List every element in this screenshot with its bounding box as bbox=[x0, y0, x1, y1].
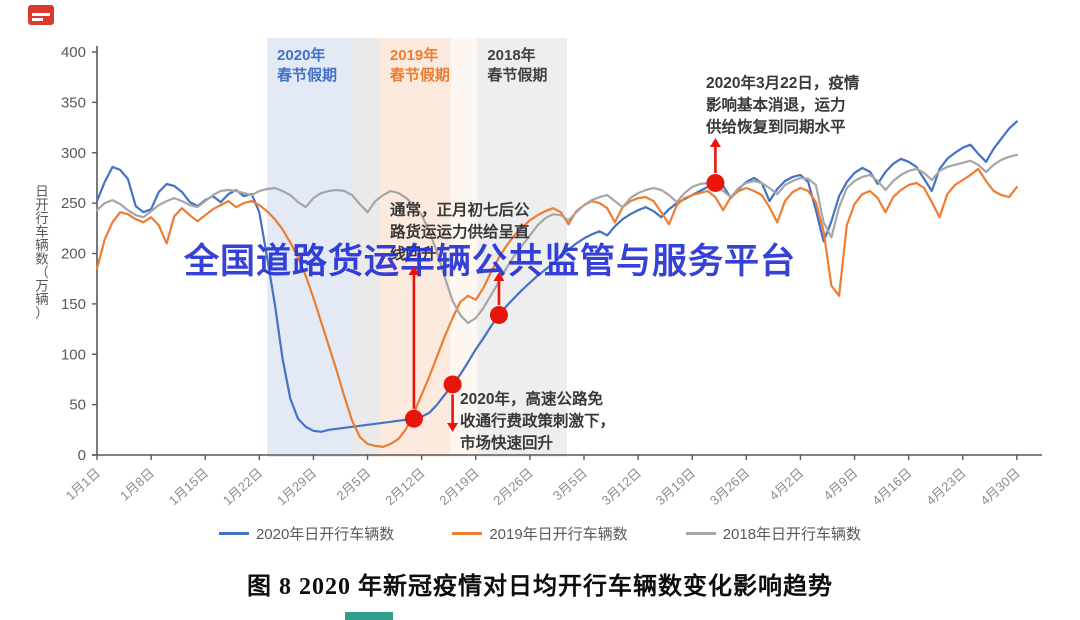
y-tick-label: 250 bbox=[61, 195, 86, 212]
annotation-text: 2020年3月22日，疫情影响基本消退，运力供给恢复到同期水平 bbox=[705, 73, 860, 136]
annotation-text: 2020年，高速公路免收通行费政策刺激下，市场快速回升 bbox=[460, 389, 615, 452]
holiday-band bbox=[267, 38, 353, 457]
band-label: 2019年春节假期 bbox=[390, 46, 450, 84]
band-label: 2020年春节假期 bbox=[277, 46, 337, 84]
chart-legend: 2020年日开行车辆数 2019年日开行车辆数 2018年日开行车辆数 bbox=[0, 523, 1080, 544]
y-tick-label: 100 bbox=[61, 346, 86, 363]
event-marker-dot bbox=[706, 173, 725, 192]
legend-label-2019: 2019年日开行车辆数 bbox=[489, 526, 628, 543]
event-marker-dot bbox=[404, 409, 423, 428]
x-tick-label: 2月19日 bbox=[436, 465, 481, 508]
x-tick-label: 2月5日 bbox=[333, 465, 373, 503]
legend-swatch-2020 bbox=[218, 532, 249, 535]
x-tick-label: 1月8日 bbox=[117, 465, 157, 503]
x-tick-label: 2月12日 bbox=[382, 465, 427, 508]
line-chart: 2020年春节假期 2019年春节假期 2018年春节假期 0 50 100 150 200 2… bbox=[35, 38, 1042, 508]
y-tick-label: 350 bbox=[61, 94, 86, 111]
holiday-band bbox=[477, 38, 567, 457]
x-tick-label: 3月5日 bbox=[550, 465, 590, 503]
event-marker-dot bbox=[489, 305, 508, 324]
y-axis-title: 日开行车辆数（万辆） bbox=[35, 184, 49, 321]
x-tick-label: 1月29日 bbox=[274, 465, 319, 508]
x-tick-label: 3月12日 bbox=[599, 465, 644, 508]
x-tick-label: 4月2日 bbox=[766, 465, 806, 503]
red-logo-fragment-icon bbox=[28, 5, 56, 27]
legend-label-2020: 2020年日开行车辆数 bbox=[255, 526, 395, 543]
legend-swatch-2018 bbox=[685, 532, 716, 535]
annotation-text: 通常，正月初七后公路货运运力供给呈直线回升 bbox=[390, 200, 530, 263]
series-line bbox=[95, 167, 1019, 448]
holiday-band bbox=[352, 38, 380, 457]
y-tick-label: 300 bbox=[61, 145, 86, 162]
x-tick-label: 4月16日 bbox=[869, 465, 914, 508]
x-tick-label: 4月30日 bbox=[977, 465, 1022, 508]
legend-label-2018: 2018年日开行车辆数 bbox=[722, 526, 862, 543]
x-tick-label: 2月26日 bbox=[490, 465, 535, 508]
y-tick-label: 50 bbox=[69, 397, 86, 414]
legend-item-2019: 2019年日开行车辆数 bbox=[452, 523, 628, 544]
y-tick-label: 150 bbox=[61, 296, 86, 313]
legend-item-2020: 2020年日开行车辆数 bbox=[218, 523, 395, 544]
x-tick-label: 1月15日 bbox=[166, 465, 211, 508]
x-tick-label: 1月22日 bbox=[220, 465, 265, 508]
x-tick-label: 3月19日 bbox=[653, 465, 698, 508]
x-tick-label: 1月1日 bbox=[63, 465, 103, 503]
legend-item-2018: 2018年日开行车辆数 bbox=[685, 523, 862, 544]
x-tick-label: 4月23日 bbox=[923, 465, 968, 508]
legend-swatch-2019 bbox=[452, 532, 483, 535]
watermark-text: 全国道路货运车辆公共监管与服务平台 bbox=[183, 241, 796, 281]
y-tick-label: 400 bbox=[61, 44, 86, 61]
y-tick-label: 200 bbox=[61, 246, 86, 263]
bottom-accent-bar bbox=[345, 612, 393, 620]
y-tick-label: 0 bbox=[78, 447, 86, 464]
event-marker-dot bbox=[443, 375, 462, 394]
x-tick-label: 3月26日 bbox=[707, 465, 752, 508]
series-line bbox=[95, 153, 1019, 325]
figure-caption: 图 8 2020 年新冠疫情对日均开行车辆数变化影响趋势 bbox=[247, 574, 833, 600]
band-label: 2018年春节假期 bbox=[487, 46, 547, 84]
x-tick-label: 4月9日 bbox=[820, 465, 860, 503]
